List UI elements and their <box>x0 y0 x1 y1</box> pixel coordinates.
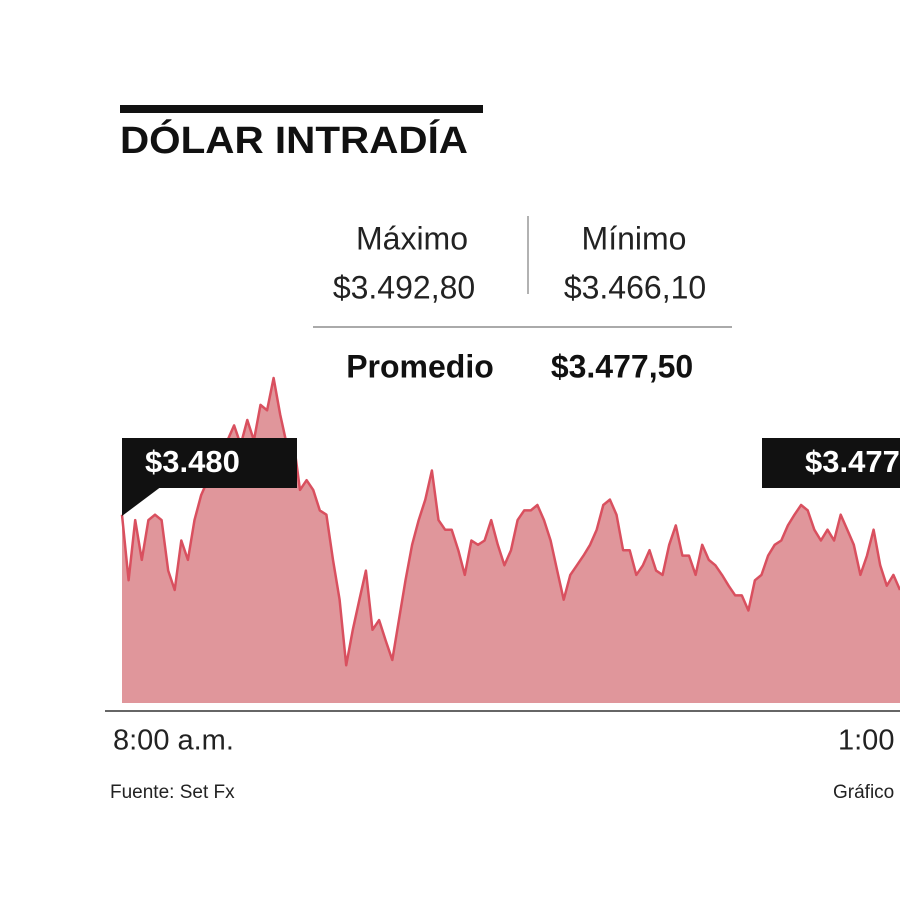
source: Fuente: Set Fx <box>110 782 235 803</box>
max-value: $3.492,80 <box>333 269 475 305</box>
chart-title: DÓLAR INTRADÍA <box>120 118 468 162</box>
avg-label: Promedio <box>346 348 494 384</box>
x-tick-label: 1:00 <box>838 725 894 757</box>
max-label: Máximo <box>356 220 468 256</box>
callout-box <box>762 438 900 488</box>
line <box>120 376 900 667</box>
min-value: $3.466,10 <box>564 269 706 305</box>
title-bar <box>120 105 483 113</box>
credit: Gráfico <box>833 782 894 803</box>
min-label: Mínimo <box>582 220 687 256</box>
x-tick-label: 8:00 a.m. <box>113 725 234 757</box>
callout-box <box>122 438 297 488</box>
area <box>122 378 900 703</box>
callout-label: $3.480 <box>145 444 240 479</box>
plot <box>120 376 900 703</box>
callout-pointer <box>122 486 162 516</box>
avg-value: $3.477,50 <box>551 348 693 384</box>
callout-label: $3.477 <box>805 444 900 479</box>
